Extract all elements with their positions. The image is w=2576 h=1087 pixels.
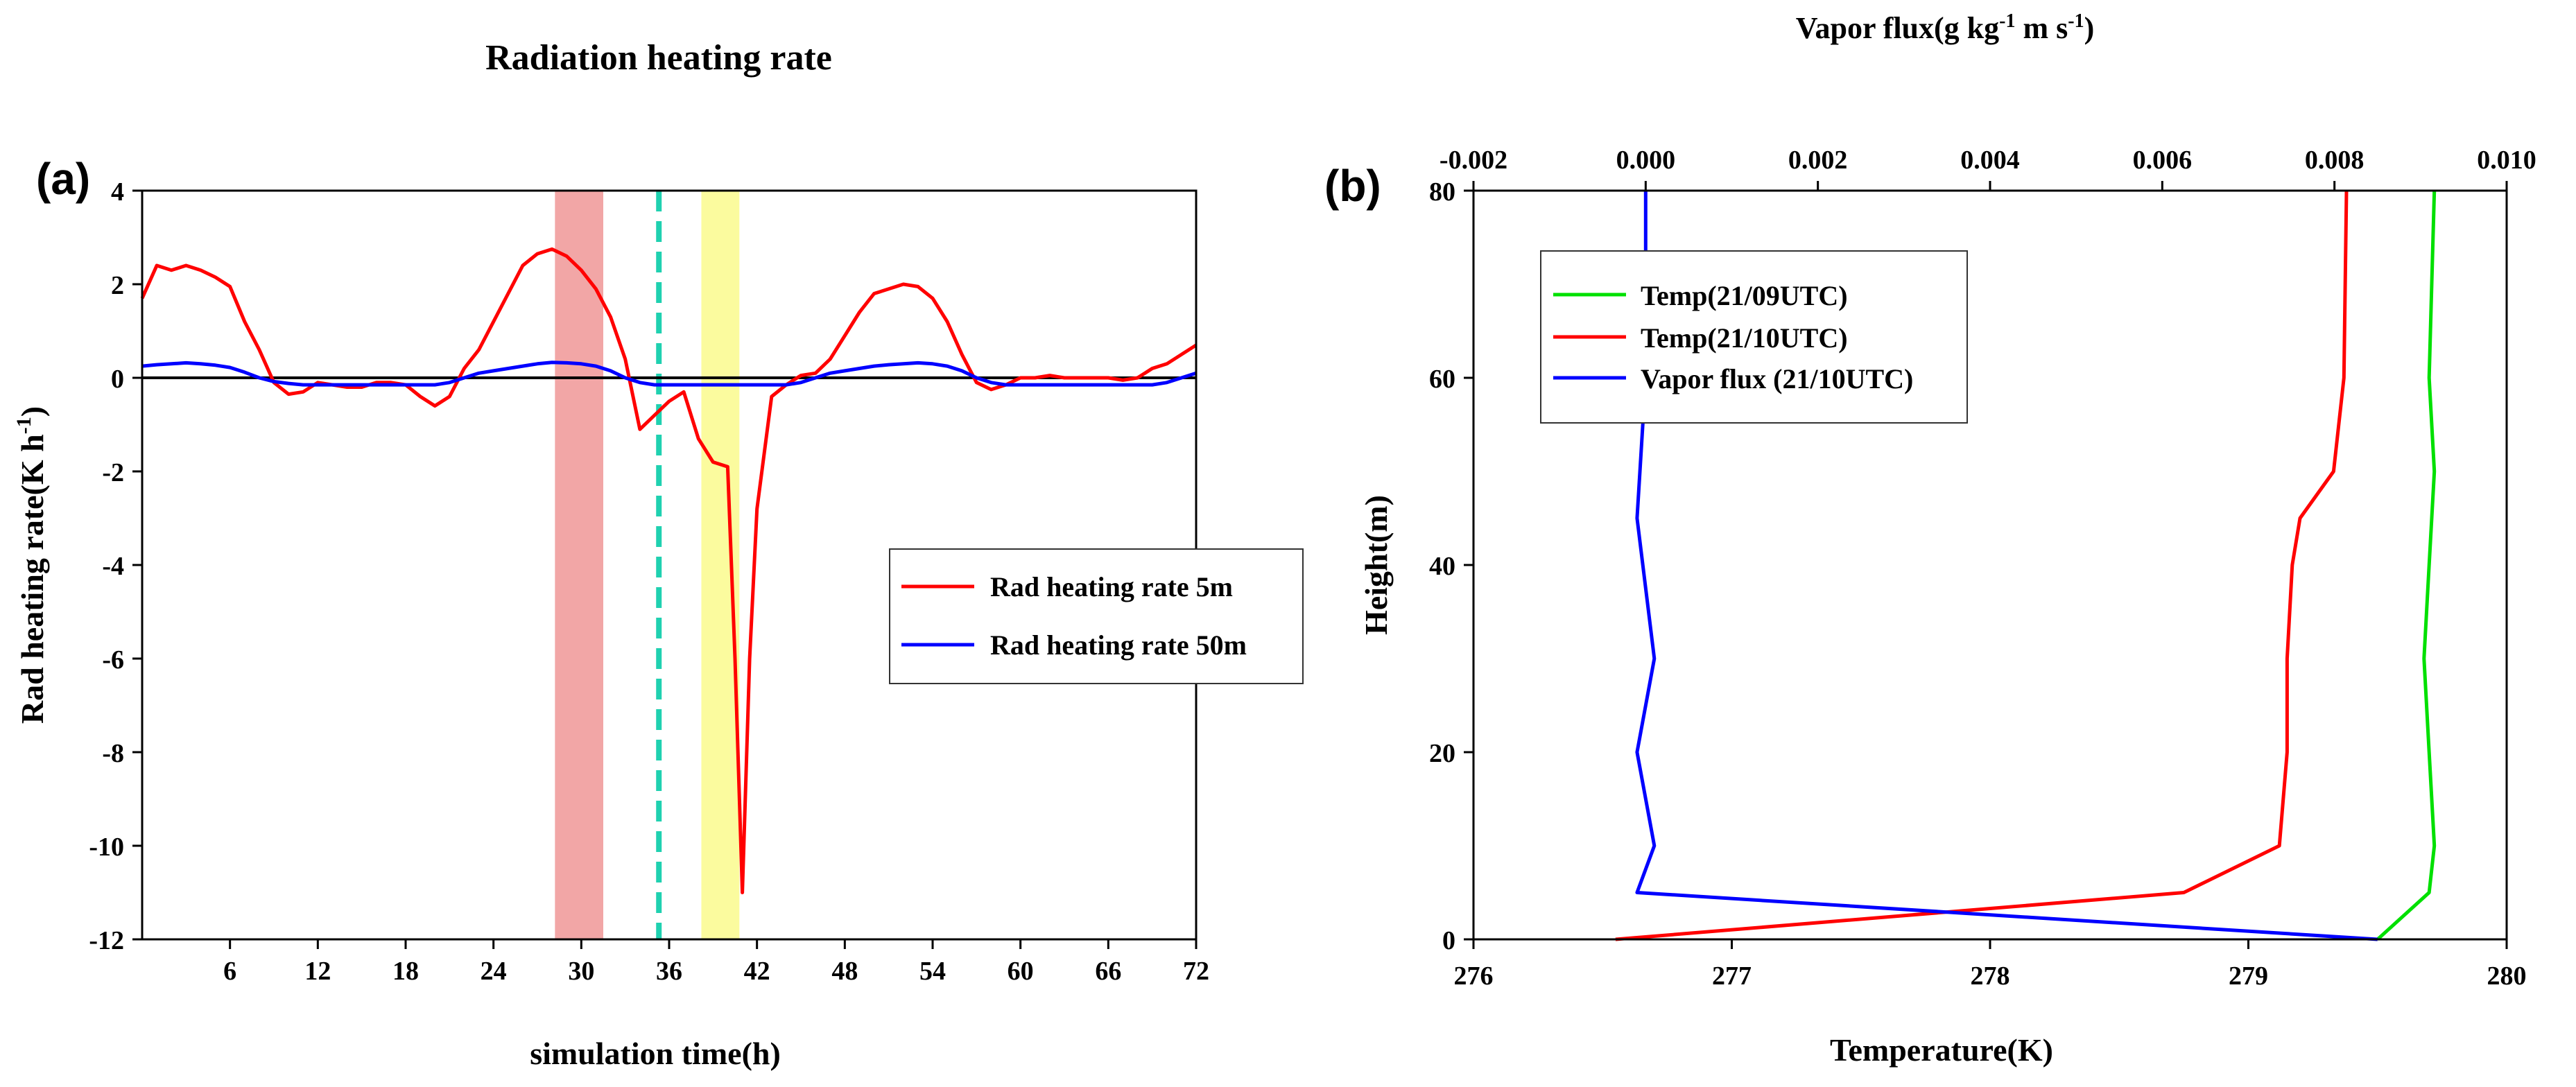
shaded-regions <box>555 191 740 939</box>
series-group <box>140 247 1198 894</box>
x-tick-label: 72 <box>1183 957 1209 986</box>
y-tick-label-b: 20 <box>1429 739 1455 768</box>
top-axis-title-suffix: ) <box>2084 11 2095 45</box>
x-tick-label-b: 277 <box>1712 962 1752 991</box>
top-tick-label: 0.008 <box>2305 146 2365 175</box>
series-line-temp-10 <box>1615 190 2349 941</box>
top-tick-label: 0.010 <box>2477 146 2536 175</box>
panel-a-title: Radiation heating rate <box>485 38 832 78</box>
x-tick-label: 12 <box>304 957 331 986</box>
top-axis-title-sup1: -1 <box>1999 10 2015 32</box>
y-tick-label-b: 0 <box>1442 926 1455 955</box>
x-tick-label: 24 <box>481 957 507 986</box>
y-tick-label-b: 60 <box>1429 365 1455 394</box>
y-tick-label-b: 40 <box>1429 552 1455 581</box>
y-tick-label: -6 <box>102 645 124 675</box>
panel-b-label: (b) <box>1324 161 1381 211</box>
panel-a-label: (a) <box>36 154 90 204</box>
tick-group-b: 276 277 278 279 280 -0.002 0.000 0.002 0.004 0.00… <box>1429 146 2536 991</box>
top-tick-label: 0.002 <box>1788 146 1848 175</box>
legend-label-5m: Rad heating rate 5m <box>990 571 1233 602</box>
legend-box <box>889 548 1304 684</box>
x-tick-label-b: 279 <box>2229 962 2268 991</box>
panel-a: Radiation heating rate (a) 6 12 18 24 30 36 42… <box>12 38 1304 1071</box>
x-axis-label: simulation time(h) <box>530 1036 781 1071</box>
x-tick-label: 48 <box>831 957 858 986</box>
legend-label-temp-10: Temp(21/10UTC) <box>1641 322 1848 354</box>
y-tick-label: -10 <box>89 833 124 862</box>
x-tick-label: 18 <box>392 957 419 986</box>
top-axis-title-sup2: -1 <box>2068 10 2084 32</box>
x-tick-label: 54 <box>919 957 946 986</box>
top-tick-label: 0.000 <box>1616 146 1676 175</box>
y-tick-label: 4 <box>111 177 124 207</box>
top-axis-title-mid: m s <box>2015 11 2068 45</box>
y-tick-label: -12 <box>89 926 124 955</box>
y-tick-label: 0 <box>111 365 124 394</box>
x-axis-label-b: Temperature(K) <box>1830 1032 2053 1068</box>
y-axis-label-main: Rad heating rate(K h <box>15 434 50 724</box>
x-tick-label: 6 <box>223 957 236 986</box>
legend-label-temp-09: Temp(21/09UTC) <box>1641 280 1848 311</box>
top-axis-title: Vapor flux(g kg-1 m s-1) <box>1796 10 2095 45</box>
y-axis-label-b: Height(m) <box>1358 495 1394 635</box>
x-tick-label-b: 278 <box>1971 962 2010 991</box>
top-axis-title-prefix: Vapor flux(g kg <box>1796 11 1999 45</box>
x-tick-label: 30 <box>568 957 594 986</box>
x-tick-label: 60 <box>1008 957 1034 986</box>
legend-label-50m: Rad heating rate 50m <box>990 629 1247 661</box>
y-tick-label: -4 <box>102 552 124 581</box>
y-tick-label: -8 <box>102 739 124 768</box>
x-tick-label: 42 <box>744 957 770 986</box>
shaded-region-1 <box>555 191 603 939</box>
y-axis-label-close: ) <box>15 406 50 417</box>
shaded-region-2 <box>701 191 740 939</box>
x-tick-label: 36 <box>656 957 682 986</box>
panel-b: Vapor flux(g kg-1 m s-1) (b) 276 277 278 27… <box>1324 10 2536 1068</box>
top-tick-label: 0.006 <box>2133 146 2193 175</box>
top-tick-label: 0.004 <box>1960 146 2020 175</box>
x-tick-label-b: 276 <box>1454 962 1494 991</box>
legend-label-vapor: Vapor flux (21/10UTC) <box>1641 363 1913 394</box>
series-line-50m <box>141 360 1197 387</box>
y-tick-label: -2 <box>102 458 124 487</box>
y-tick-label-b: 80 <box>1429 177 1455 207</box>
y-tick-label: 2 <box>111 271 124 300</box>
y-axis-label: Rad heating rate(K h-1) <box>12 406 50 724</box>
legend: Rad heating rate 5m Rad heating rate 50m <box>889 548 1304 684</box>
x-tick-label-b: 280 <box>2487 962 2527 991</box>
top-tick-label: -0.002 <box>1440 146 1507 175</box>
y-axis-label-sup: -1 <box>12 417 35 434</box>
series-line-temp-09 <box>2376 190 2437 941</box>
legend-b: Temp(21/09UTC) Temp(21/10UTC) Vapor flux… <box>1540 250 1968 424</box>
x-tick-label: 66 <box>1095 957 1121 986</box>
